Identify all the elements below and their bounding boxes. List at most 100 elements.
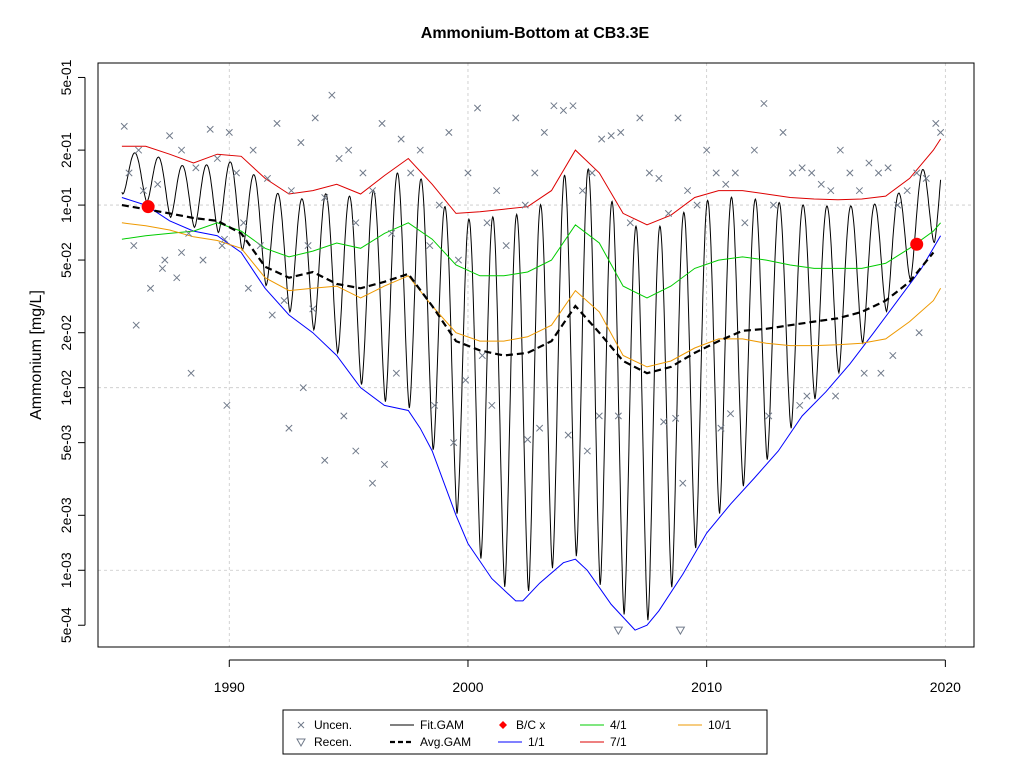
y-axis-label: Ammonium [mg/L]	[28, 290, 45, 420]
x-tick-label: 2010	[691, 679, 722, 695]
uncensored-point	[273, 119, 281, 127]
x-tick-label: 1990	[214, 679, 245, 695]
uncensored-point	[223, 401, 231, 409]
uncensored-point	[502, 242, 510, 250]
uncensored-point	[158, 264, 167, 272]
uncensored-point	[225, 128, 233, 136]
legend-symbol-uncensored	[297, 721, 305, 729]
uncensored-point	[321, 193, 329, 202]
uncensored-point	[693, 201, 701, 209]
uncensored-point	[750, 146, 758, 154]
uncensored-point	[232, 169, 240, 177]
uncensored-point	[855, 187, 863, 195]
uncensored-point	[218, 242, 226, 250]
legend-label: Fit.GAM	[420, 718, 464, 732]
uncensored-point	[679, 479, 687, 487]
y-tick-label: 2e-03	[58, 497, 74, 533]
y-tick-label: 5e-01	[58, 59, 74, 95]
uncensored-point	[268, 311, 276, 319]
uncensored-point	[328, 91, 336, 99]
uncensored-point	[536, 424, 544, 432]
uncensored-point	[166, 132, 174, 140]
uncensored-point	[345, 146, 353, 154]
axes	[78, 76, 946, 667]
uncensored-point	[588, 169, 596, 177]
uncensored-point	[240, 219, 248, 227]
uncensored-point	[192, 164, 200, 172]
uncensored-point	[139, 187, 147, 195]
recensored-point	[675, 626, 686, 636]
uncensored-point	[340, 412, 348, 420]
y-tick-label: 5e-02	[58, 242, 74, 278]
legend-label: 1/1	[528, 735, 545, 749]
uncensored-point	[285, 424, 293, 432]
uncensored-point	[717, 424, 725, 432]
uncensored-point	[915, 329, 923, 337]
uncensored-point	[161, 256, 169, 264]
uncensored-point	[256, 242, 264, 250]
uncensored-point	[368, 187, 377, 195]
uncensored-point	[244, 284, 252, 292]
uncensored-point	[655, 174, 663, 182]
recensored-point	[613, 626, 624, 636]
uncensored-point	[598, 135, 606, 143]
uncensored-point	[660, 418, 668, 426]
uncensored-point	[524, 435, 532, 444]
uncensored-point	[280, 297, 288, 305]
uncensored-point	[731, 169, 739, 177]
chart-title: Ammonium-Bottom at CB3.3E	[421, 25, 650, 42]
y-tick-label: 2e-02	[58, 315, 74, 351]
y-tick-label: 1e-01	[58, 187, 74, 223]
y-tick-label: 2e-01	[58, 132, 74, 168]
grid-lines	[98, 63, 974, 647]
uncensored-point	[321, 456, 329, 464]
uncensored-point	[922, 174, 930, 182]
legend-symbol-bc-x	[499, 721, 507, 729]
uncensored-point	[769, 201, 778, 209]
uncensored-point	[177, 146, 186, 154]
y-tick-label: 5e-04	[58, 607, 74, 643]
uncensored-point	[206, 125, 214, 133]
uncensored-point	[220, 235, 229, 243]
series-line-1-1	[121, 197, 942, 631]
uncensored-point	[674, 114, 682, 122]
uncensored-point	[779, 128, 787, 136]
uncensored-point	[684, 187, 692, 195]
uncensored-point	[297, 139, 305, 147]
bc-x-point	[910, 237, 924, 251]
legend-label: Uncen.	[314, 718, 352, 732]
series-line-10-1	[121, 222, 942, 368]
plot-frame	[97, 62, 975, 648]
uncensored-point	[125, 169, 133, 177]
y-tick-label: 5e-03	[58, 424, 74, 460]
uncensored-point	[154, 180, 162, 188]
tick-labels: 1990 2000 2010 2020 5e-01 2e-01 1e-01 5e-02 2e-0…	[58, 59, 961, 695]
uncensored-point	[445, 128, 453, 136]
uncensored-point	[760, 99, 768, 108]
uncensored-point	[741, 219, 749, 227]
uncensored-point	[435, 201, 443, 209]
x-tick-label: 2000	[452, 679, 483, 695]
uncensored-point	[462, 376, 470, 384]
uncensored-point	[473, 104, 482, 112]
legend-label: 4/1	[610, 718, 627, 732]
legend-box	[282, 709, 768, 755]
bc-x-point	[141, 200, 155, 214]
uncensored-point	[626, 219, 634, 227]
x-tick-label: 2020	[930, 679, 961, 695]
uncensored-point	[380, 460, 388, 468]
uncensored-point	[483, 219, 491, 227]
uncensored-point	[903, 187, 911, 195]
uncensored-point	[564, 431, 572, 439]
uncensored-point	[796, 401, 804, 409]
uncensored-point	[378, 119, 386, 127]
uncensored-point	[884, 164, 892, 172]
uncensored-point	[120, 122, 128, 130]
uncensored-point	[287, 187, 295, 195]
legend: Uncen. Recen. Fit.GAM Avg.GAM B/C x 1/1 4/1 7/1…	[282, 709, 768, 755]
uncensored-point	[889, 351, 897, 360]
uncensored-point	[249, 146, 257, 154]
uncensored-point	[304, 242, 312, 250]
uncensored-point	[645, 169, 653, 177]
